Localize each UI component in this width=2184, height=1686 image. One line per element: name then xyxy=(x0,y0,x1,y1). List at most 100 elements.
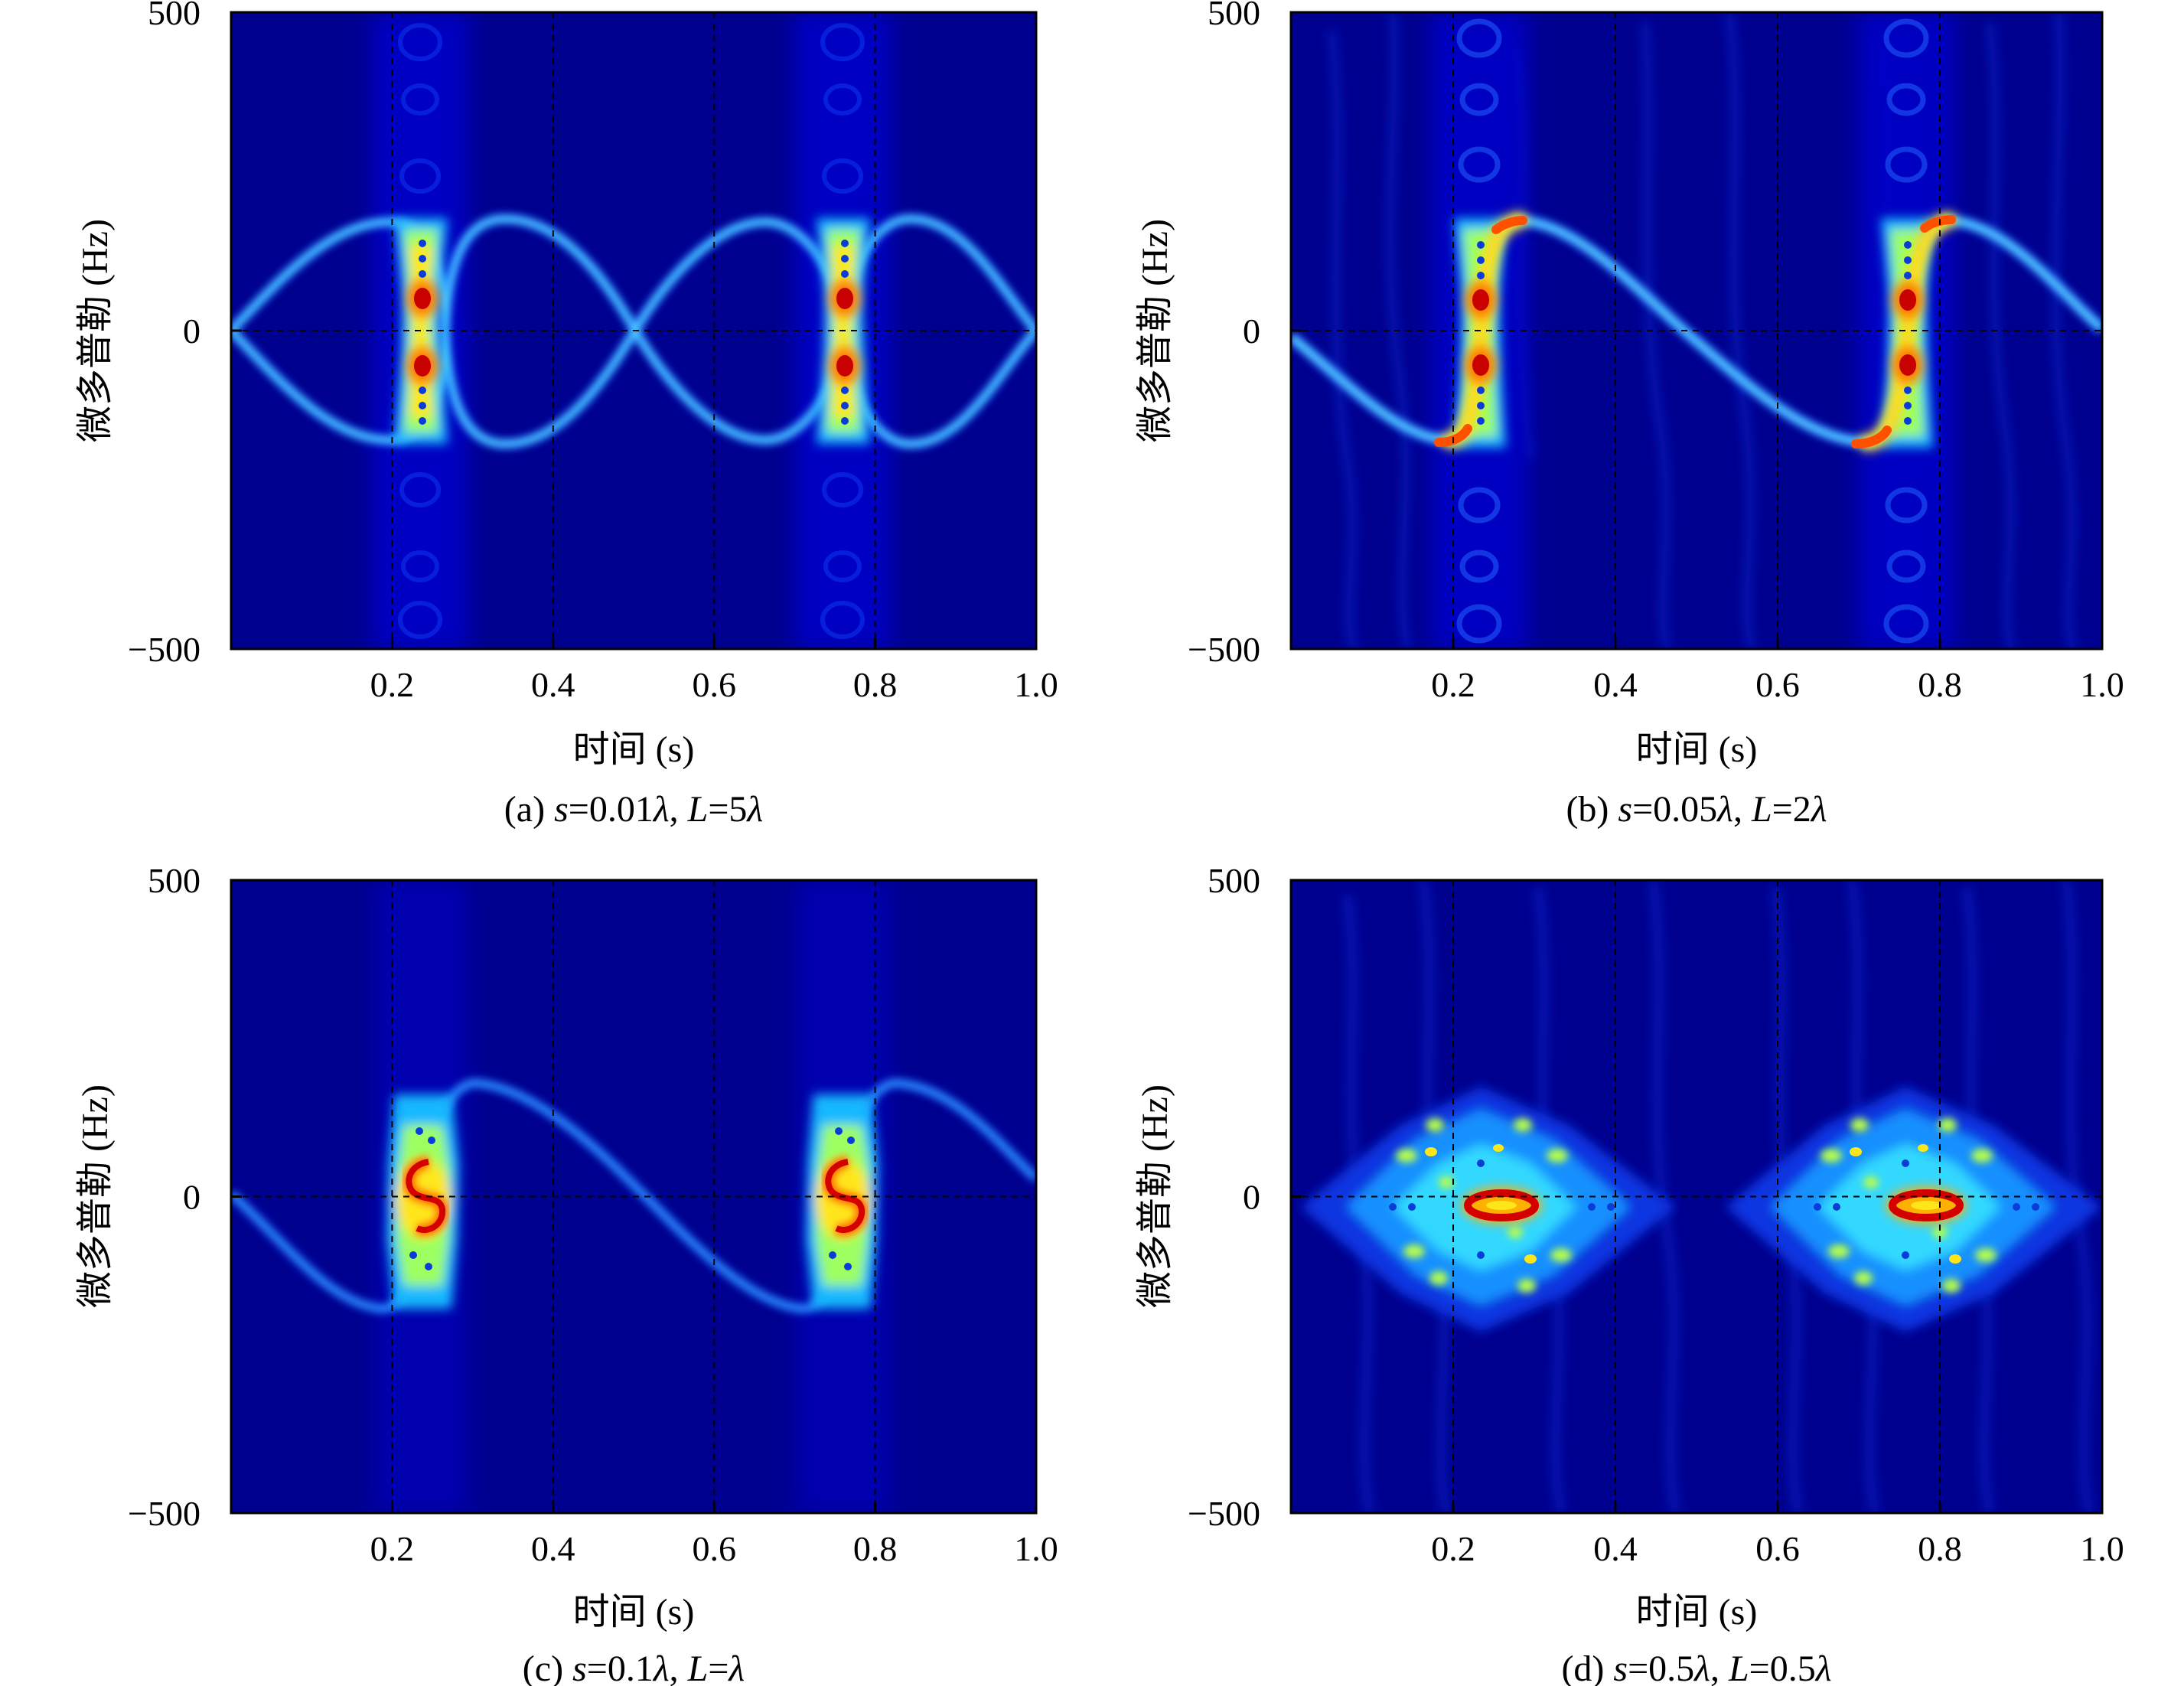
y-tick-label: 500 xyxy=(1208,861,1260,900)
y-axis-title-c: 微多普勒 (Hz) xyxy=(75,1084,116,1308)
y-tick-label: −500 xyxy=(1188,1494,1260,1533)
caption-a-l-val: =5 xyxy=(708,789,747,830)
caption-c-lambda: λ xyxy=(652,1648,670,1686)
hot-spots-a xyxy=(407,280,860,384)
grid-b xyxy=(1291,12,2102,649)
ripple-dots-d xyxy=(1389,1159,2039,1259)
y-tick-label: −500 xyxy=(128,1494,200,1533)
caption-c-sep: , xyxy=(670,1648,688,1686)
caption-b-s-val: =0.05 xyxy=(1632,789,1717,830)
y-axis-title-d: 微多普勒 (Hz) xyxy=(1135,1084,1175,1308)
caption-d-l-val: =0.5 xyxy=(1749,1648,1816,1686)
hot-strokes-b xyxy=(1434,212,1956,451)
ticks-d: 0.2 0.4 0.6 0.8 1.0 500 0 −500 xyxy=(1188,861,2124,1568)
ticks-a: 0.2 0.4 0.6 0.8 1.0 500 0 −500 xyxy=(128,0,1058,704)
x-tick-label: 0.4 xyxy=(1593,1529,1638,1568)
y-tick-label: 0 xyxy=(183,1178,200,1217)
x-tick-label: 0.8 xyxy=(853,665,898,704)
caption-b-l-var: L xyxy=(1751,789,1772,830)
caption-d-l-lambda: λ xyxy=(1814,1648,1832,1686)
caption-d-s-val: =0.5 xyxy=(1628,1648,1694,1686)
x-tick-label: 0.6 xyxy=(1755,665,1800,704)
caption-d-s-var: s xyxy=(1613,1648,1628,1686)
x-axis-title-a: 时间 (s) xyxy=(573,729,695,770)
x-axis-title-b: 时间 (s) xyxy=(1636,729,1758,770)
panel-b: 0.2 0.4 0.6 0.8 1.0 500 0 −500 时间 (s) 微多普勒 (Hz)… xyxy=(1135,0,2124,830)
ticks-c: 0.2 0.4 0.6 0.8 1.0 500 0 −500 xyxy=(128,861,1058,1568)
caption-c-l-var: L xyxy=(687,1648,709,1686)
y-tick-label: 500 xyxy=(1208,0,1260,32)
x-tick-label: 0.6 xyxy=(1755,1529,1800,1568)
panel-d: 0.2 0.4 0.6 0.8 1.0 500 0 −500 时间 (s) 微多普勒 (Hz)… xyxy=(1135,861,2124,1686)
caption-d-tag: (d) xyxy=(1561,1648,1613,1686)
caption-b-l-lambda: λ xyxy=(1810,789,1827,830)
x-tick-label: 1.0 xyxy=(2080,665,2124,704)
x-tick-label: 0.2 xyxy=(370,665,415,704)
x-tick-label: 1.0 xyxy=(1014,1529,1058,1568)
caption-a-s-var: s xyxy=(554,789,569,830)
x-tick-label: 0.4 xyxy=(531,665,575,704)
caption-d-sep: , xyxy=(1710,1648,1729,1686)
caption-a-lambda: λ xyxy=(652,789,670,830)
caption-a-tag: (a) xyxy=(504,789,554,830)
caption-c-s-val: =0.1 xyxy=(587,1648,654,1686)
caption-b-s-var: s xyxy=(1618,789,1632,830)
caption-a: (a) s=0.01λ, L=5λ xyxy=(504,789,763,830)
panel-a: 0.2 0.4 0.6 0.8 1.0 500 0 −500 时间 (s) 微多普勒 (Hz)… xyxy=(75,0,1058,830)
x-tick-label: 0.8 xyxy=(1918,665,1962,704)
ripple-dots-b xyxy=(1477,241,1912,425)
caption-a-sep: , xyxy=(670,789,688,830)
x-tick-label: 0.6 xyxy=(692,665,736,704)
x-tick-label: 0.4 xyxy=(1593,665,1638,704)
caption-b-tag: (b) xyxy=(1566,789,1618,830)
x-axis-title-c: 时间 (s) xyxy=(573,1592,695,1632)
hot-spots-b xyxy=(1465,282,1923,383)
speckles-d xyxy=(1396,1118,1997,1293)
panel-c: 0.2 0.4 0.6 0.8 1.0 500 0 −500 时间 (s) 微多普勒 (Hz)… xyxy=(75,861,1058,1686)
y-tick-label: 500 xyxy=(148,861,200,900)
x-tick-label: 1.0 xyxy=(2080,1529,2124,1568)
caption-a-l-lambda: λ xyxy=(745,789,763,830)
caption-c-l-val: = xyxy=(708,1648,729,1686)
caption-d-lambda: λ xyxy=(1693,1648,1710,1686)
caption-b: (b) s=0.05λ, L=2λ xyxy=(1566,789,1827,830)
caption-a-l-var: L xyxy=(687,789,709,830)
y-tick-label: −500 xyxy=(1188,630,1260,669)
caption-c-tag: (c) xyxy=(523,1648,572,1686)
caption-c: (c) s=0.1λ, L=λ xyxy=(523,1648,745,1686)
y-tick-label: 0 xyxy=(183,311,200,351)
speckles-yellow-d xyxy=(1425,1144,1961,1264)
ripple-dots-a xyxy=(419,240,849,425)
x-tick-label: 0.8 xyxy=(1918,1529,1962,1568)
ghost-rings-a xyxy=(398,23,865,639)
grid-c xyxy=(231,880,1036,1513)
x-tick-label: 0.2 xyxy=(1431,1529,1475,1568)
heatmap-d xyxy=(1301,880,2102,1513)
grid-a xyxy=(231,12,1036,649)
x-tick-label: 0.6 xyxy=(692,1529,736,1568)
x-tick-label: 0.4 xyxy=(531,1529,575,1568)
caption-c-s-var: s xyxy=(572,1648,587,1686)
caption-b-sep: , xyxy=(1733,789,1752,830)
y-tick-label: −500 xyxy=(128,630,200,669)
ripple-dots-c xyxy=(409,1127,855,1270)
ghost-rings-b xyxy=(1456,18,1929,644)
x-tick-label: 0.8 xyxy=(853,1529,898,1568)
y-tick-label: 0 xyxy=(1243,1178,1260,1217)
caption-b-lambda: λ xyxy=(1716,789,1733,830)
caption-d: (d) s=0.5λ, L=0.5λ xyxy=(1561,1648,1831,1686)
ticks-b: 0.2 0.4 0.6 0.8 1.0 500 0 −500 xyxy=(1188,0,2124,704)
y-axis-title-b: 微多普勒 (Hz) xyxy=(1135,219,1175,442)
hot-rings-c xyxy=(403,1156,869,1236)
x-tick-label: 1.0 xyxy=(1014,665,1058,704)
x-tick-label: 0.2 xyxy=(1431,665,1475,704)
x-tick-label: 0.2 xyxy=(370,1529,415,1568)
caption-b-l-val: =2 xyxy=(1772,789,1811,830)
caption-c-l-lambda: λ xyxy=(727,1648,745,1686)
x-axis-title-d: 时间 (s) xyxy=(1636,1592,1758,1632)
caption-a-s-val: =0.01 xyxy=(569,789,654,830)
heatmap-b xyxy=(1291,12,2102,649)
grid-d xyxy=(1291,880,2102,1513)
caption-d-l-var: L xyxy=(1728,1648,1749,1686)
